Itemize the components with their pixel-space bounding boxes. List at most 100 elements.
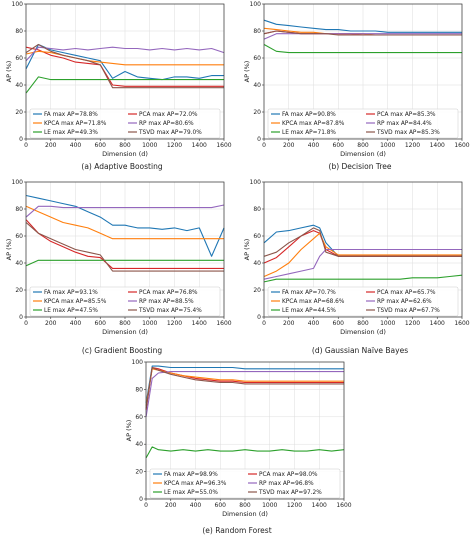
legend-label: PCA max AP=76.8% <box>139 290 198 296</box>
legend-box <box>29 108 221 139</box>
y-tick-label: 0 <box>19 314 23 321</box>
legend-label: PCA max AP=98.0% <box>259 472 318 478</box>
y-tick-label: 40 <box>15 82 23 89</box>
x-tick-label: 1000 <box>380 320 395 327</box>
y-tick-label: 20 <box>135 469 143 476</box>
legend-label: RP max AP=84.4% <box>377 121 432 127</box>
y-tick-label: 20 <box>15 109 23 116</box>
x-tick-label: 400 <box>70 320 82 327</box>
x-tick-label: 400 <box>190 502 202 509</box>
caption-gradient-boosting: (c) Gradient Boosting <box>81 346 163 355</box>
x-tick-label: 1200 <box>167 320 182 327</box>
y-tick-label: 100 <box>12 179 24 186</box>
y-tick-label: 80 <box>135 386 143 393</box>
series-line-tsvd <box>263 30 462 36</box>
y-tick-label: 80 <box>15 28 23 35</box>
y-axis-label: AP (%) <box>125 420 133 442</box>
x-tick-label: 600 <box>333 142 345 149</box>
chart-gaussian-naive-bayes: 0 200 400 600 800 1000 1200 1400 1600 0 20 40 60 80 10… <box>243 179 470 336</box>
legend-label: RP max AP=96.8% <box>259 481 314 487</box>
y-tick-label: 100 <box>132 359 144 366</box>
chart-decision-tree: 0 200 400 600 800 1000 1200 1400 1600 0 20 40 60 80 10… <box>243 1 470 158</box>
x-tick-label: 1000 <box>380 142 395 149</box>
legend-label: PCA max AP=72.0% <box>139 112 198 118</box>
chart-adaptive-boosting: 0 200 400 600 800 1000 1200 1400 1600 0 20 40 60 80 10… <box>5 1 232 158</box>
x-tick-label: 1600 <box>454 142 469 149</box>
legend-box <box>267 286 459 317</box>
x-tick-label: 1200 <box>405 320 420 327</box>
x-tick-label: 600 <box>95 320 107 327</box>
legend-label: FA max AP=70.7% <box>282 290 336 296</box>
series-line-tsvd <box>25 222 224 272</box>
legend-box <box>267 108 459 139</box>
caption-gaussian-naive-bayes: (d) Gaussian Naïve Bayes <box>311 346 409 355</box>
x-axis-label: Dimension (d) <box>340 328 386 336</box>
y-axis-label: AP (%) <box>243 61 251 83</box>
series-line-kpca <box>263 232 462 278</box>
chart-gradient-boosting: 0 200 400 600 800 1000 1200 1400 1600 0 20 40 60 80 10… <box>5 179 232 336</box>
y-tick-label: 60 <box>15 55 23 62</box>
y-tick-label: 60 <box>135 414 143 421</box>
legend-label: KPCA max AP=71.8% <box>44 121 107 127</box>
legend-box <box>29 286 221 317</box>
legend-label: TSVD max AP=67.7% <box>376 308 440 314</box>
x-tick-label: 1000 <box>142 320 157 327</box>
series-line-fa <box>263 19 462 33</box>
series-line-fa <box>145 365 344 404</box>
x-tick-label: 800 <box>239 502 251 509</box>
x-tick-label: 1400 <box>430 142 445 149</box>
x-tick-label: 800 <box>357 320 369 327</box>
legend-label: LE max AP=49.3% <box>44 130 98 136</box>
legend-label: KPCA max AP=85.5% <box>44 299 107 305</box>
x-tick-label: 1600 <box>216 320 231 327</box>
series-line-le <box>263 274 463 283</box>
x-tick-label: 1400 <box>192 142 207 149</box>
x-axis-label: Dimension (d) <box>102 150 148 158</box>
y-tick-label: 0 <box>19 136 23 143</box>
x-tick-label: 200 <box>45 142 57 149</box>
x-tick-label: 200 <box>283 320 295 327</box>
y-tick-label: 20 <box>253 109 261 116</box>
series-line-fa <box>25 43 224 81</box>
y-tick-label: 80 <box>15 206 23 213</box>
x-tick-label: 0 <box>144 502 148 509</box>
x-tick-label: 1600 <box>336 502 351 509</box>
y-axis-label: AP (%) <box>5 61 13 83</box>
series-line-pca <box>25 46 224 87</box>
legend-label: FA max AP=98.9% <box>164 472 218 478</box>
legend-label: FA max AP=93.1% <box>44 290 98 296</box>
legend-label: TSVD max AP=75.4% <box>138 308 202 314</box>
legend-label: PCA max AP=85.3% <box>377 112 436 118</box>
x-axis-label: Dimension (d) <box>340 150 386 158</box>
y-tick-label: 80 <box>253 28 261 35</box>
series-line-pca <box>25 219 224 269</box>
y-axis-label: AP (%) <box>243 239 251 261</box>
y-tick-label: 40 <box>253 82 261 89</box>
legend-label: LE max AP=71.8% <box>282 130 336 136</box>
series-line-fa <box>25 194 225 257</box>
x-axis-label: Dimension (d) <box>102 328 148 336</box>
y-tick-label: 80 <box>253 206 261 213</box>
y-tick-label: 20 <box>253 287 261 294</box>
x-tick-label: 0 <box>262 142 266 149</box>
x-tick-label: 0 <box>24 142 28 149</box>
y-tick-label: 40 <box>15 260 23 267</box>
series-line-le <box>25 259 224 267</box>
x-tick-label: 600 <box>95 142 107 149</box>
x-tick-label: 200 <box>283 142 295 149</box>
x-tick-label: 0 <box>24 320 28 327</box>
x-tick-label: 800 <box>357 142 369 149</box>
chart-random-forest: 0 200 400 600 800 1000 1200 1400 1600 0 20 40 60 80 10… <box>125 359 352 518</box>
x-tick-label: 1600 <box>216 142 231 149</box>
series-line-rp <box>25 204 225 218</box>
legend-label: TSVD max AP=85.3% <box>376 130 440 136</box>
series-line-kpca <box>145 368 344 406</box>
x-tick-label: 800 <box>119 320 131 327</box>
x-tick-label: 600 <box>333 320 345 327</box>
x-tick-label: 1200 <box>167 142 182 149</box>
y-axis-label: AP (%) <box>5 239 13 261</box>
x-tick-label: 200 <box>165 502 177 509</box>
series-line-tsvd <box>263 227 462 257</box>
y-tick-label: 60 <box>253 233 261 240</box>
